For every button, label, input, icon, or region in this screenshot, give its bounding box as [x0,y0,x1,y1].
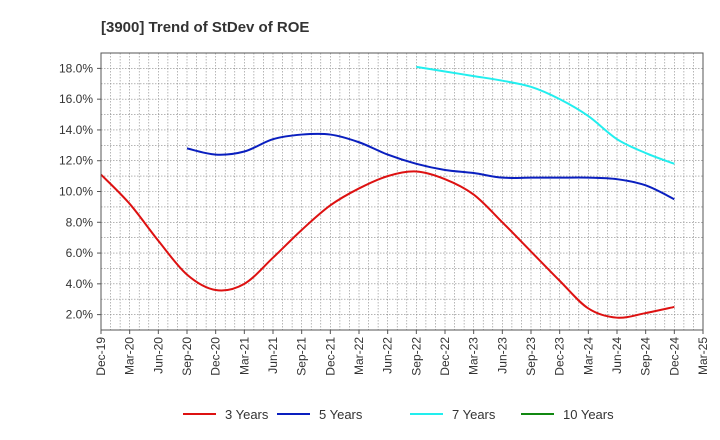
x-tick-label: Dec-20 [209,337,223,376]
x-tick-label: Jun-23 [495,337,509,374]
x-tick-label: Mar-24 [581,337,595,375]
legend-label-7-years: 7 Years [452,407,496,422]
series-line-7-years [416,65,675,165]
legend-label-10-years: 10 Years [563,407,614,422]
series-line-5-years [186,132,675,201]
x-tick-label: Mar-25 [696,337,710,375]
chart-title: [3900] Trend of StDev of ROE [101,19,309,36]
series-line-3-years [100,170,675,319]
x-tick-label: Dec-19 [94,337,108,376]
x-tick-label: Sep-24 [639,337,653,376]
x-tick-label: Mar-23 [467,337,481,375]
x-tick-label: Mar-20 [123,337,137,375]
x-tick-label: Dec-24 [667,337,681,376]
y-tick-label: 12.0% [59,154,93,168]
y-tick-label: 14.0% [59,123,93,137]
x-tick-label: Dec-21 [323,337,337,376]
x-axis: Dec-19 Mar-20 Jun-20 Sep-20 Dec-20 Mar-21 Jun-… [94,330,710,376]
legend-label-5-years: 5 Years [319,407,363,422]
x-tick-label: Sep-23 [524,337,538,376]
x-tick-label: Jun-20 [151,337,165,374]
x-tick-label: Sep-21 [295,337,309,376]
x-tick-label: Dec-22 [438,337,452,376]
x-tick-label: Sep-22 [409,337,423,376]
legend-label-3-years: 3 Years [225,407,269,422]
y-tick-label: 16.0% [59,92,93,106]
x-tick-label: Jun-22 [381,337,395,374]
y-axis: 2.0% 4.0% 6.0% 8.0% 10.0% 12.0% 14.0% 16.0% 18.0… [59,61,101,322]
x-tick-label: Mar-22 [352,337,366,375]
y-tick-label: 4.0% [66,277,94,291]
x-tick-label: Dec-23 [553,337,567,376]
x-tick-label: Sep-20 [180,337,194,376]
y-tick-label: 2.0% [66,308,94,322]
y-tick-label: 6.0% [66,246,94,260]
x-tick-label: Jun-21 [266,337,280,374]
series-layer [100,65,675,319]
x-tick-label: Jun-24 [610,337,624,374]
legend: 3 Years 5 Years 7 Years 10 Years [183,407,614,422]
y-tick-label: 18.0% [59,61,93,75]
x-tick-label: Mar-21 [237,337,251,375]
grid [100,52,704,331]
y-tick-label: 10.0% [59,185,93,199]
y-tick-label: 8.0% [66,215,94,229]
